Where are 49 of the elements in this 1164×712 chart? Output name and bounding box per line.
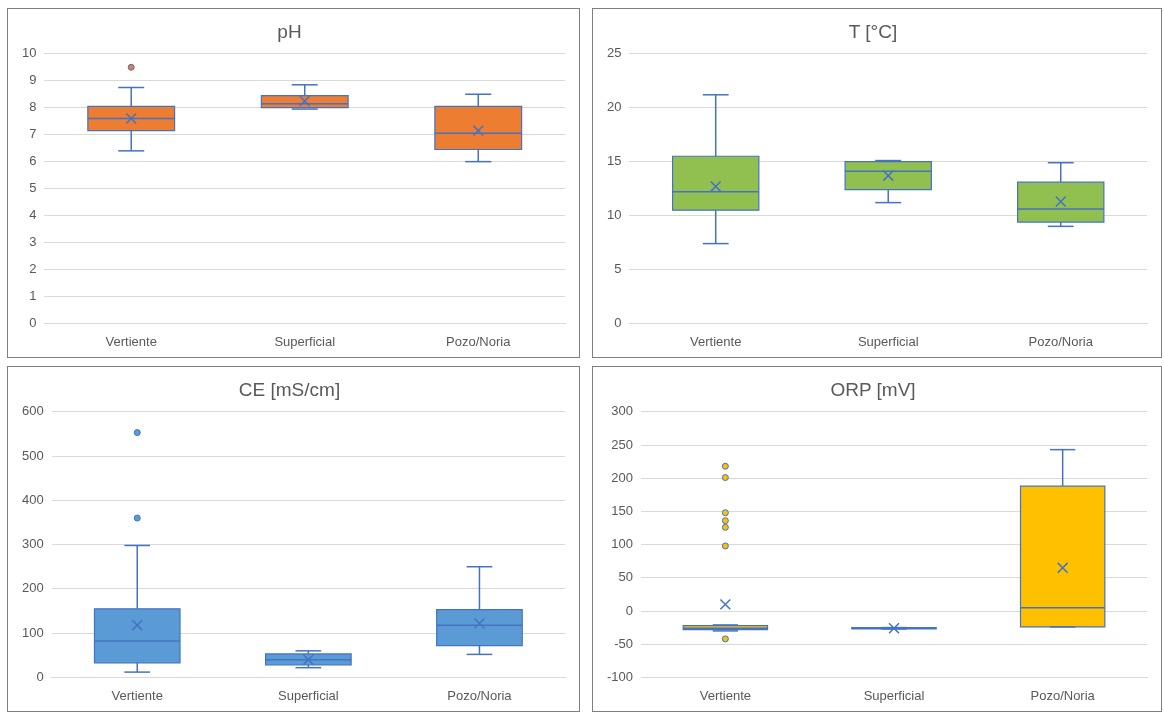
y-tick-label: 10 [606,207,622,223]
y-tick-label: 400 [21,491,44,507]
y-tick-label: 25 [606,45,622,61]
y-tick-label: 0 [29,314,37,330]
y-tick-label: -100 [606,668,634,684]
y-tick-label: 9 [29,72,37,88]
y-tick-label: 10 [21,45,37,61]
y-tick-label: 1 [29,288,37,304]
x-tick-label: Pozo/Noria [1028,333,1094,349]
chart-title: pH [277,20,302,42]
y-tick-label: 150 [611,502,634,518]
y-tick-label: 500 [21,447,44,463]
x-tick-label: Vertiente [111,687,163,703]
x-tick-label: Superficial [857,333,919,349]
y-tick-label: 100 [611,536,634,552]
y-tick-label: 100 [21,624,44,640]
y-tick-label: 2 [29,261,37,277]
chart-title: ORP [mV] [830,378,916,400]
y-tick-label: 15 [606,153,622,169]
y-tick-label: 250 [611,436,634,452]
x-tick-label: Vertiente [699,687,752,703]
x-tick-label: Vertiente [690,333,742,349]
x-tick-label: Pozo/Noria [447,687,513,703]
x-tick-label: Pozo/Noria [1030,687,1096,703]
y-tick-label: 5 [29,180,37,196]
y-tick-label: 0 [625,602,634,618]
y-tick-label: 200 [21,580,44,596]
x-tick-label: Pozo/Noria [446,333,512,349]
x-tick-label: Superficial [863,687,925,703]
y-tick-label: 20 [606,99,622,115]
chart-title: T [°C] [848,20,898,42]
y-tick-label: 0 [36,668,44,684]
y-tick-label: 300 [21,536,44,552]
y-tick-label: 200 [611,469,634,485]
y-tick-label: 7 [29,126,37,142]
y-tick-label: 600 [21,403,44,419]
y-tick-label: 0 [614,314,622,330]
y-tick-label: 5 [614,261,622,277]
y-tick-label: 300 [611,403,634,419]
y-tick-label: -50 [614,635,634,651]
x-tick-label: Vertiente [105,333,157,349]
chart-title: CE [mS/cm] [238,378,341,400]
x-tick-label: Superficial [274,333,336,349]
y-tick-label: 6 [29,153,37,169]
x-tick-label: Superficial [277,687,339,703]
y-tick-label: 3 [29,234,37,250]
y-tick-label: 4 [29,207,37,223]
y-tick-label: 8 [29,99,37,115]
y-tick-label: 50 [618,569,634,585]
